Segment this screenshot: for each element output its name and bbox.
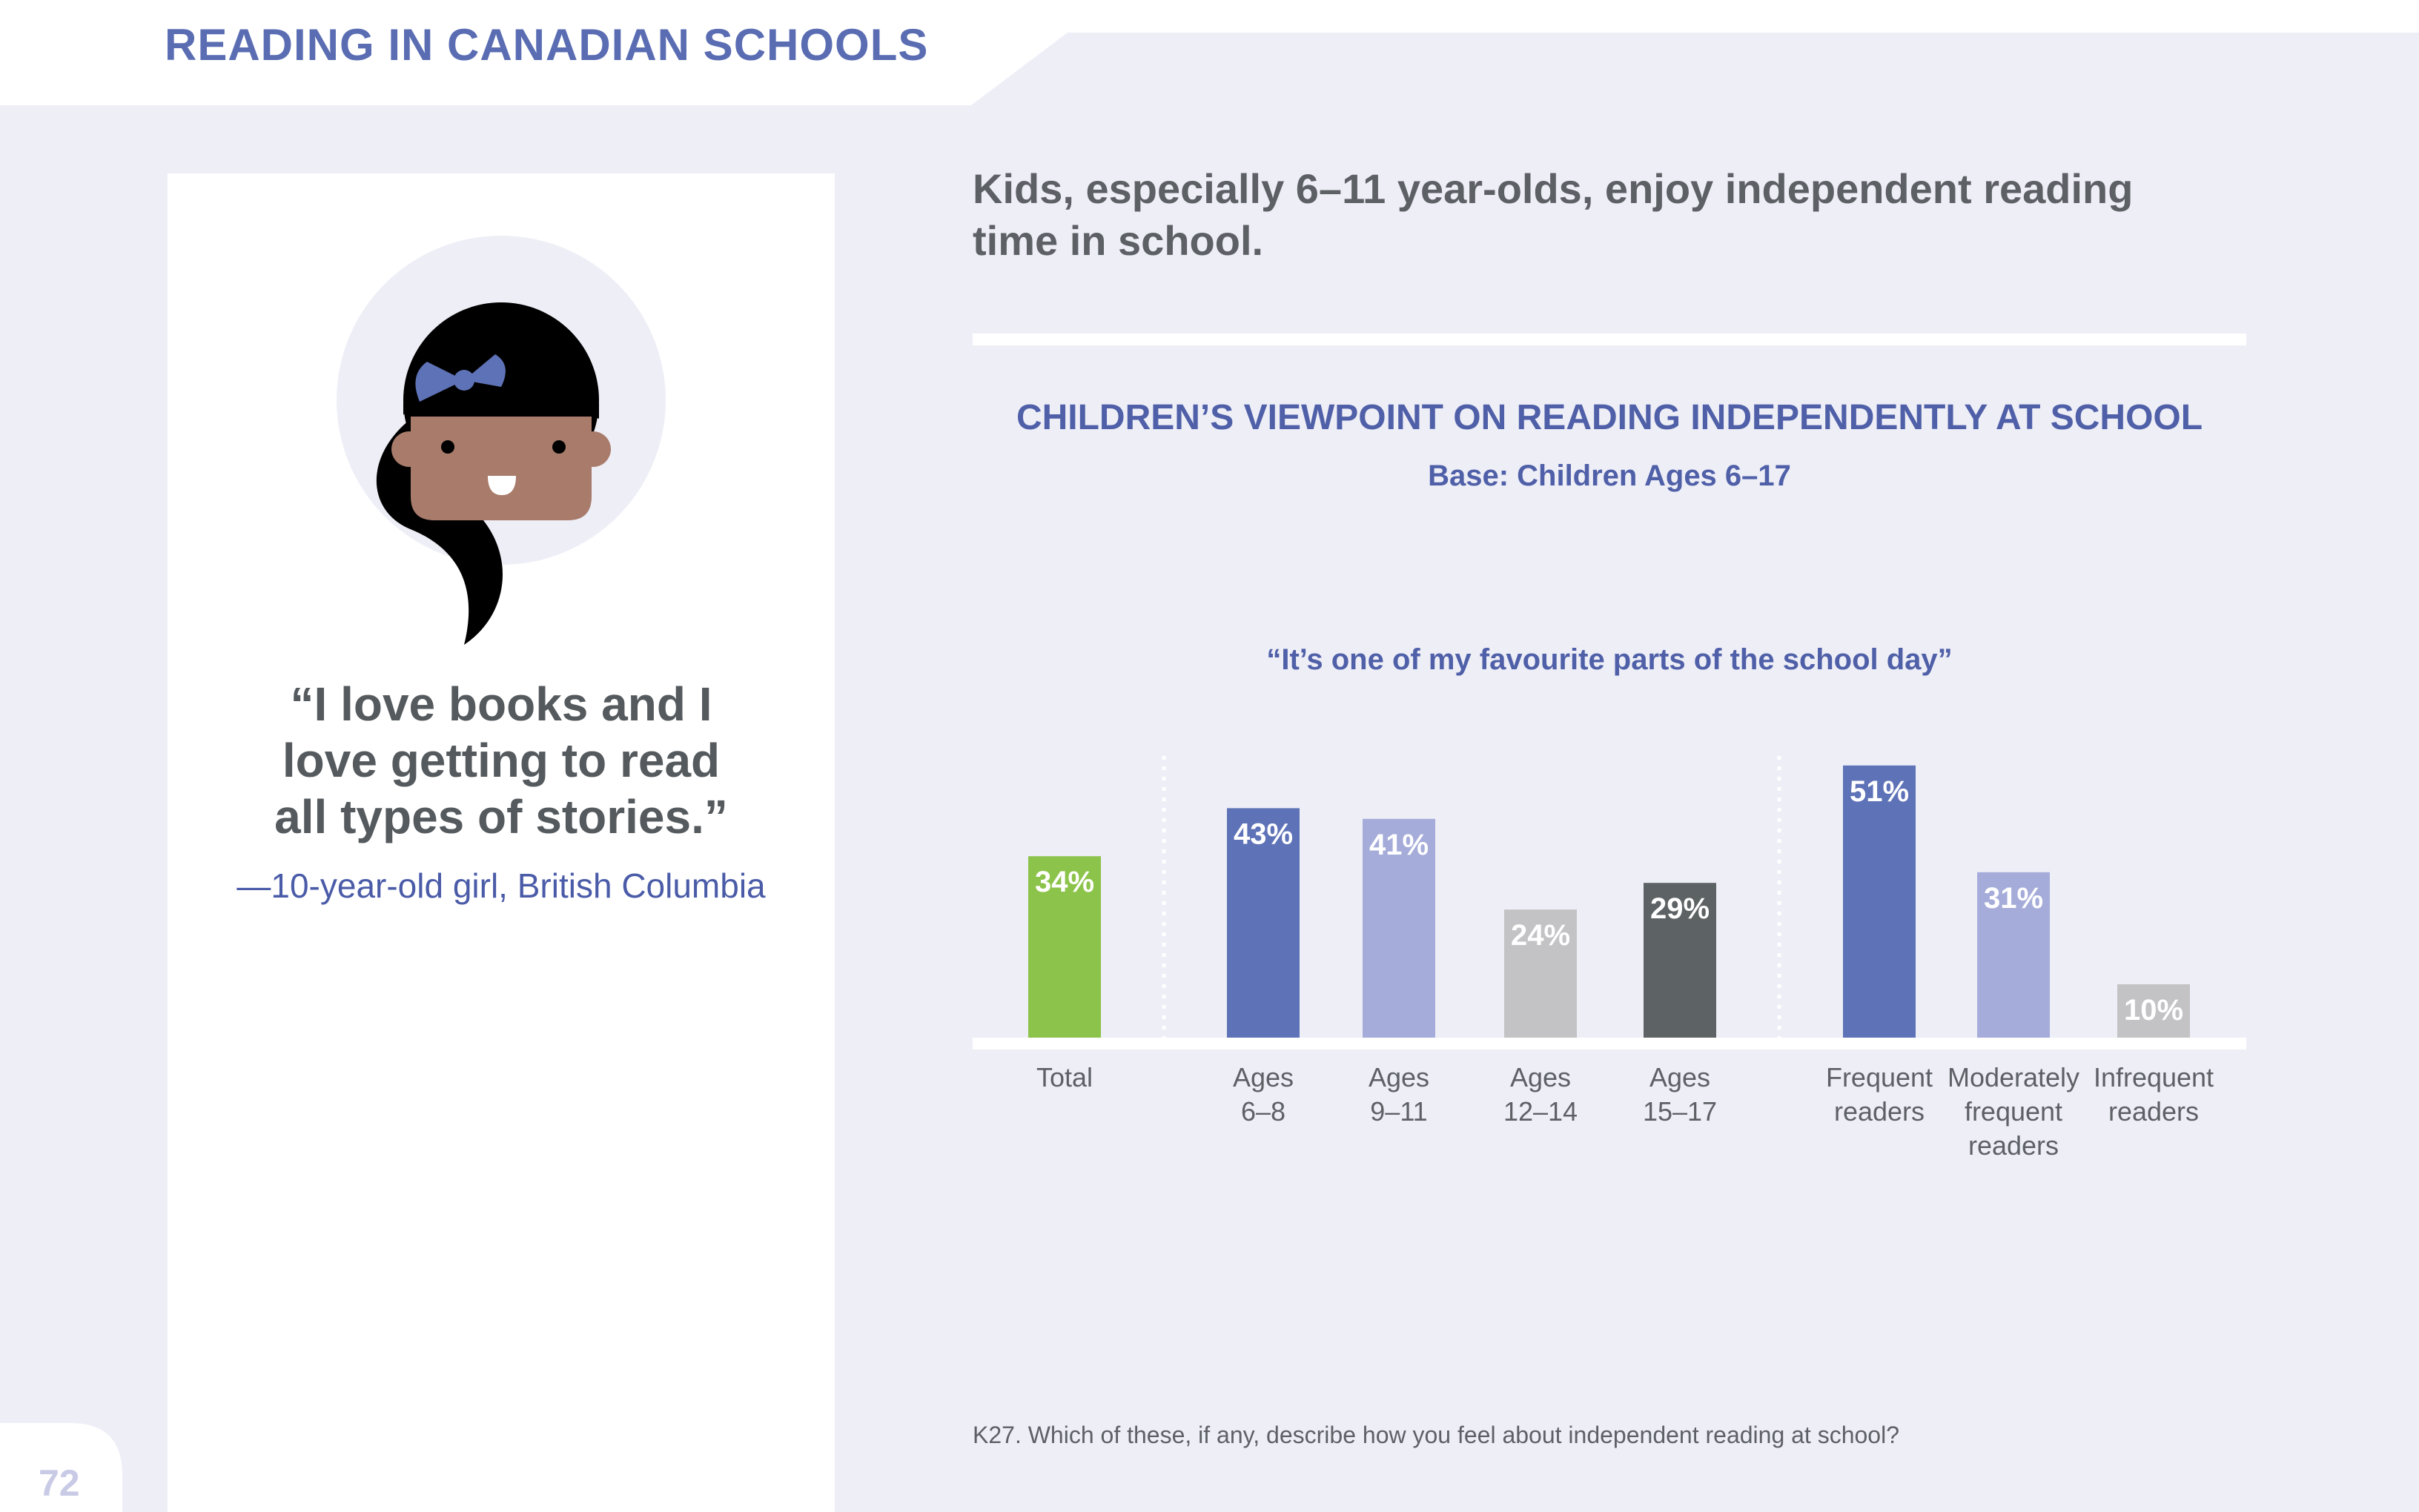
data-label: 10% bbox=[2124, 994, 2183, 1027]
category-label: Ages 12–14 bbox=[1503, 1062, 1578, 1127]
bar-chart: 34% Total 43% Ages 6–8 41% Ages 9–11 24% Ages 12–1… bbox=[973, 756, 2246, 1161]
quote-line: all types of stories.” bbox=[274, 790, 728, 843]
headline: Kids, especially 6–11 year-olds, enjoy i… bbox=[973, 163, 2233, 267]
headline-line: Kids, especially 6–11 year-olds, enjoy i… bbox=[973, 165, 2134, 212]
page-number-tab: 72 bbox=[0, 1423, 122, 1512]
category-label: Frequent readers bbox=[1826, 1062, 1933, 1127]
data-label: 51% bbox=[1850, 775, 1909, 808]
data-label: 31% bbox=[1984, 882, 2043, 915]
category-label: Ages 15–17 bbox=[1643, 1062, 1717, 1127]
bar-ages-9-11 bbox=[1363, 818, 1435, 1038]
divider-rule bbox=[973, 334, 2246, 345]
page-number: 72 bbox=[39, 1462, 80, 1504]
quote-line: “I love books and I bbox=[290, 677, 712, 731]
bar-moderately-frequent-readers bbox=[1977, 872, 2050, 1038]
category-label: Total bbox=[1036, 1062, 1093, 1092]
chart-baseline bbox=[973, 1038, 2246, 1050]
header-title: READING IN CANADIAN SCHOOLS bbox=[165, 20, 929, 70]
category-label: Ages 6–8 bbox=[1233, 1062, 1294, 1127]
data-label: 41% bbox=[1369, 829, 1429, 861]
quote-attribution: —10-year-old girl, British Columbia bbox=[236, 866, 766, 905]
data-label: 34% bbox=[1035, 866, 1094, 898]
bar-total bbox=[1028, 856, 1101, 1038]
chart-caption: “It’s one of my favourite parts of the s… bbox=[1266, 643, 1953, 676]
headline-line: time in school. bbox=[973, 217, 1264, 264]
category-label: Moderately frequent readers bbox=[1948, 1062, 2079, 1161]
category-label: Infrequent readers bbox=[2094, 1062, 2214, 1127]
footnote: K27. Which of these, if any, describe ho… bbox=[973, 1422, 1899, 1448]
bar-ages-12-14 bbox=[1504, 909, 1577, 1038]
chart-title: CHILDREN’S VIEWPOINT ON READING INDEPEND… bbox=[1016, 398, 2203, 437]
data-label: 24% bbox=[1511, 919, 1570, 952]
chart-subtitle: Base: Children Ages 6–17 bbox=[1428, 460, 1791, 492]
quote-text: “I love books and I love getting to read… bbox=[168, 676, 835, 845]
bar-frequent-readers bbox=[1843, 765, 1916, 1038]
data-label: 43% bbox=[1234, 818, 1293, 850]
quote-line: love getting to read bbox=[282, 734, 721, 787]
bar-ages-6-8 bbox=[1227, 808, 1300, 1038]
bar-infrequent-readers bbox=[2117, 984, 2190, 1038]
data-label: 29% bbox=[1650, 892, 1710, 925]
bar-ages-15-17 bbox=[1644, 883, 1716, 1038]
header-band bbox=[0, 0, 2419, 105]
category-label: Ages 9–11 bbox=[1369, 1062, 1429, 1127]
girl-avatar-icon bbox=[337, 236, 666, 645]
